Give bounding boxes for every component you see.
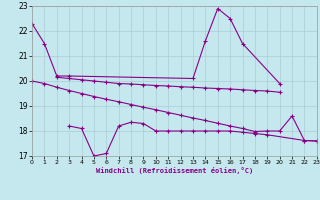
X-axis label: Windchill (Refroidissement éolien,°C): Windchill (Refroidissement éolien,°C) — [96, 167, 253, 174]
